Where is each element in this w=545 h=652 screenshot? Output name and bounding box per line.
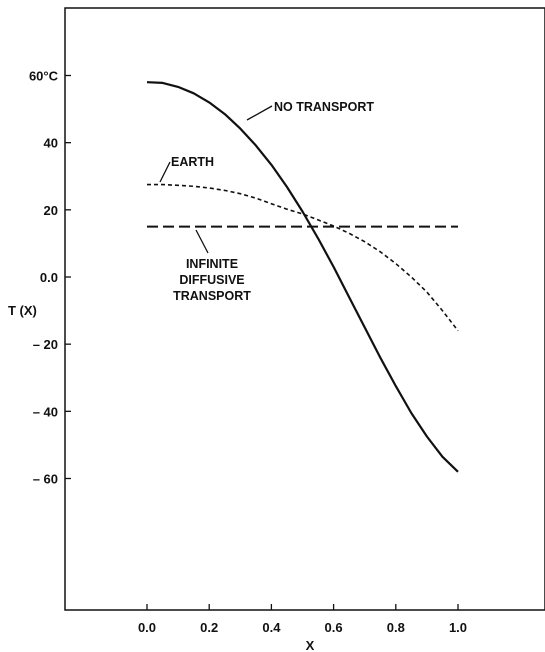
y-tick-label: – 60 bbox=[33, 471, 58, 486]
annotation-infinite: INFINITE bbox=[186, 257, 238, 271]
plot-frame bbox=[64, 7, 545, 611]
x-tick-label: 1.0 bbox=[449, 620, 467, 635]
series-line-earth bbox=[147, 183, 459, 332]
y-axis-ticks: 60°C 40 20 0.0 – 20 – 40 – 60 bbox=[29, 69, 71, 486]
y-tick-label: 40 bbox=[44, 136, 58, 151]
y-tick-label: 20 bbox=[44, 203, 58, 218]
y-axis-title: T (X) bbox=[8, 303, 37, 318]
annotation-no-transport: NO TRANSPORT bbox=[274, 100, 374, 114]
x-tick-label: 0.0 bbox=[138, 620, 156, 635]
series-line-no-transport bbox=[146, 81, 459, 473]
annotation-earth: EARTH bbox=[171, 155, 214, 169]
x-axis-title: X bbox=[306, 638, 315, 652]
annotation-arrow-no-transport bbox=[246, 105, 273, 121]
annotation-arrow-infinite bbox=[195, 229, 209, 254]
x-axis-ticks: 0.0 0.2 0.4 0.6 0.8 1.0 bbox=[138, 604, 467, 635]
annotation-arrow-earth bbox=[159, 161, 171, 183]
x-tick-label: 0.8 bbox=[387, 620, 405, 635]
x-tick-label: 0.2 bbox=[200, 620, 218, 635]
annotation-transport: TRANSPORT bbox=[173, 289, 251, 303]
y-tick-label: – 20 bbox=[33, 337, 58, 352]
y-tick-label: 0.0 bbox=[40, 270, 58, 285]
x-tick-label: 0.4 bbox=[262, 620, 281, 635]
y-tick-label: – 40 bbox=[33, 404, 58, 419]
series-layer bbox=[146, 81, 459, 473]
y-tick-label: 60°C bbox=[29, 69, 59, 84]
annotation-diffusive: DIFFUSIVE bbox=[179, 273, 244, 287]
x-tick-label: 0.6 bbox=[325, 620, 343, 635]
